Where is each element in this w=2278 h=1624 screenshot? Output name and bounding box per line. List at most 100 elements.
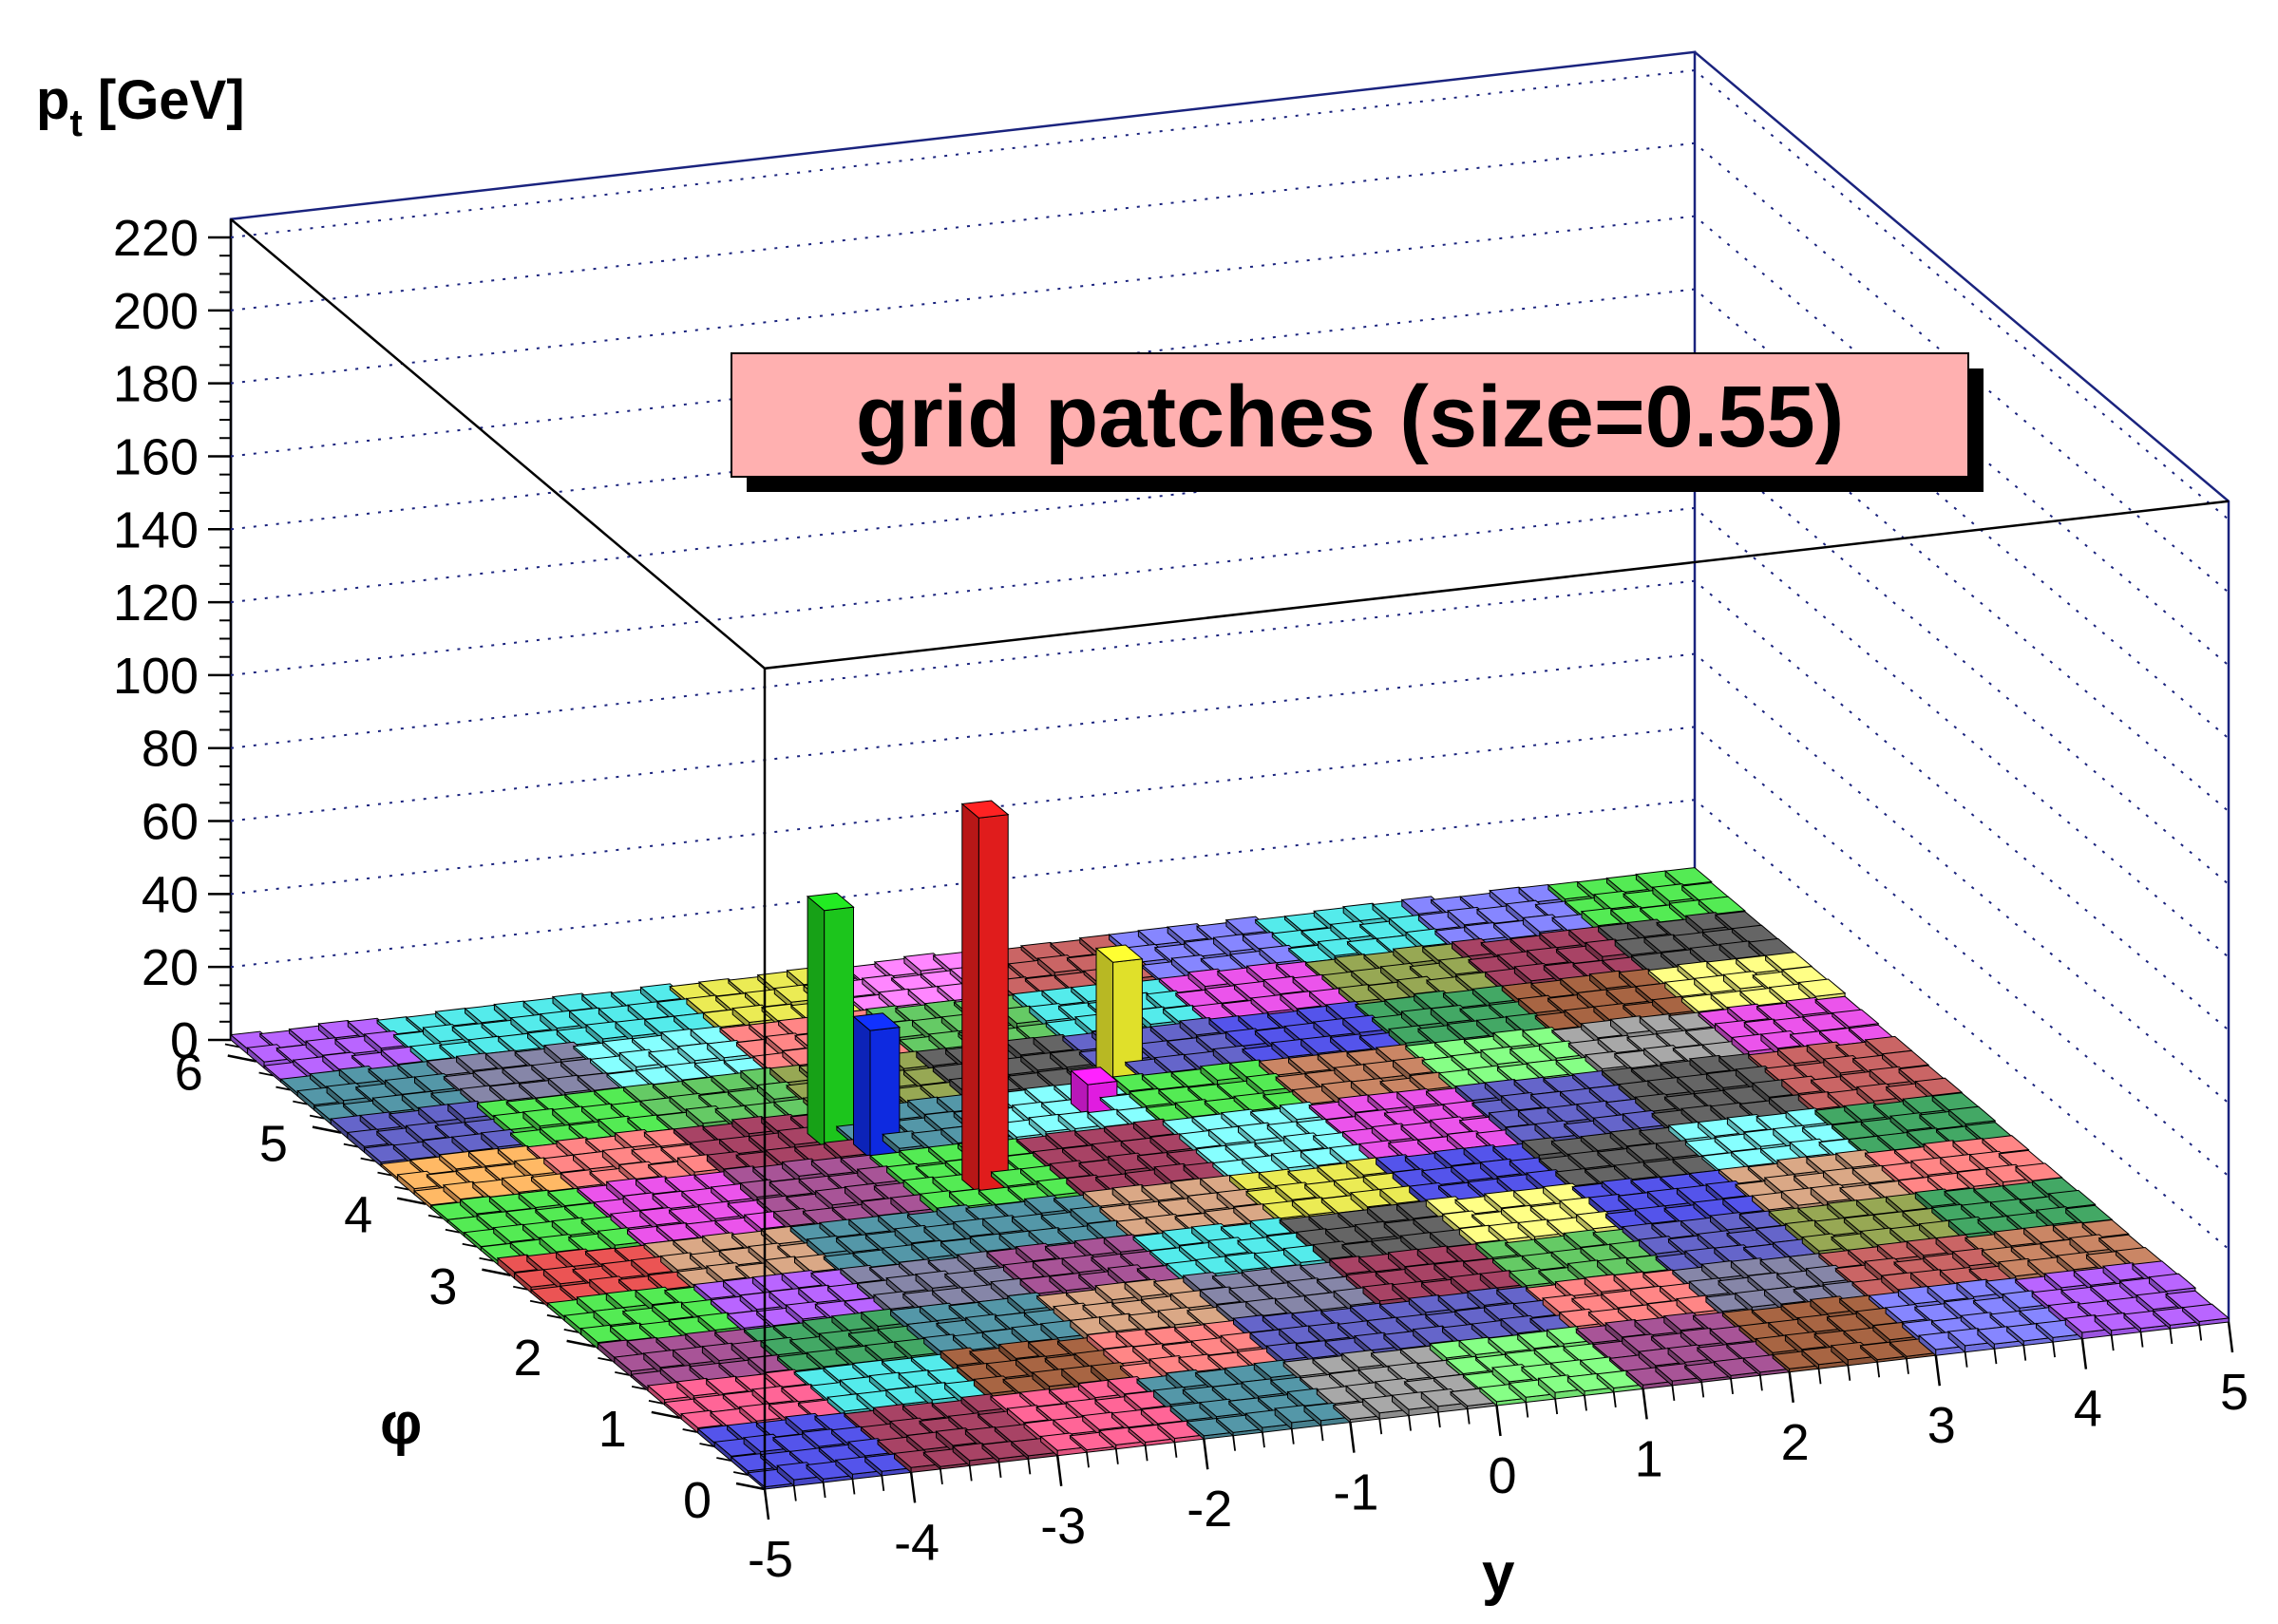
bar-top	[1651, 995, 1700, 1015]
bar-top	[1663, 867, 1713, 886]
bar-top	[1408, 1071, 1457, 1090]
grid-line	[230, 361, 2230, 813]
bar-top	[614, 1128, 663, 1148]
bar-top	[664, 1062, 713, 1081]
bar-top	[408, 1042, 458, 1062]
bar-side	[807, 895, 826, 1149]
bar-top	[915, 1048, 964, 1067]
grid-line	[230, 579, 2230, 1031]
lego-bar	[1797, 978, 1847, 1004]
bar-top	[1718, 940, 1767, 959]
bar-top	[1395, 1087, 1445, 1107]
bar-top	[1245, 1072, 1295, 1092]
bar-top	[480, 1128, 529, 1148]
grid-line	[230, 68, 2230, 520]
bar-top	[317, 1019, 367, 1039]
bar-top	[422, 1024, 471, 1043]
bar-top	[806, 892, 855, 912]
grid-line	[230, 652, 2230, 1105]
bar-top	[1479, 1046, 1528, 1066]
grid-line	[230, 142, 2230, 594]
bar-top	[1341, 1014, 1391, 1033]
bar-top	[1785, 996, 1834, 1016]
bar-top	[1036, 954, 1086, 973]
bar-top	[1212, 934, 1262, 953]
bar-top	[781, 1158, 830, 1177]
lego-bar	[1094, 944, 1144, 1085]
bar-top	[1392, 1056, 1441, 1075]
bar-top	[1430, 1004, 1478, 1024]
bar-top	[756, 1081, 806, 1100]
bar-top	[1526, 946, 1575, 966]
bar-top	[560, 1169, 608, 1188]
bar-top	[1028, 1003, 1077, 1022]
bar-top	[1329, 1033, 1378, 1052]
bar-top	[1639, 1013, 1687, 1032]
bar-top	[513, 1157, 562, 1176]
bar-top	[614, 1018, 663, 1037]
bar-top	[1056, 1110, 1106, 1130]
bar-top	[405, 1122, 454, 1141]
bar-top	[1831, 1009, 1880, 1028]
bar-top	[1400, 896, 1450, 915]
bar-top	[1446, 906, 1495, 926]
bar-top	[1538, 1040, 1587, 1059]
bar-top	[1049, 1048, 1098, 1068]
bar-top	[1609, 1015, 1659, 1034]
bar-top	[522, 1107, 571, 1127]
bar-top	[1387, 1025, 1436, 1044]
bar-top	[810, 1157, 860, 1176]
bar-top	[1404, 928, 1453, 947]
bar-top	[358, 1111, 408, 1130]
bar-top	[442, 1180, 491, 1200]
bar-top	[1338, 984, 1387, 1003]
bar-top	[1651, 883, 1700, 902]
lego-bar	[960, 800, 1010, 1195]
bar-top	[396, 1170, 446, 1190]
bar-top	[1726, 1003, 1775, 1023]
bar-top	[1186, 968, 1236, 988]
bar-side	[853, 1015, 871, 1160]
bar-front	[824, 906, 854, 1148]
bar-top	[1451, 937, 1500, 957]
bar-top	[576, 1072, 625, 1091]
bar-top	[882, 1130, 930, 1149]
bar-top	[1584, 1050, 1633, 1070]
bar-top	[1491, 1029, 1541, 1048]
bar-top	[1642, 1045, 1692, 1064]
bar-top	[1688, 1054, 1737, 1074]
bar-top	[706, 1039, 755, 1059]
bar-top	[484, 1049, 534, 1068]
bar-top	[246, 1044, 295, 1063]
bar-top	[547, 1074, 597, 1094]
bar-top	[685, 1105, 734, 1124]
bar-top	[1224, 916, 1274, 935]
bar-top	[325, 1082, 374, 1102]
bar-top	[1797, 978, 1847, 997]
bar-top	[1111, 1072, 1161, 1092]
lego-bar	[902, 953, 952, 978]
bar-top	[630, 1145, 679, 1165]
bar-top	[1044, 1129, 1093, 1149]
lego-bars	[229, 800, 2231, 1491]
bar-top	[635, 1176, 684, 1195]
bar-top	[1094, 944, 1144, 963]
bar-top	[852, 1012, 902, 1031]
bar-top	[1642, 934, 1692, 953]
bar-top	[618, 1048, 667, 1067]
bar-top	[542, 1041, 592, 1061]
bar-top	[765, 1032, 814, 1051]
bar-top	[338, 1065, 387, 1085]
bar-top	[1070, 1067, 1119, 1086]
bar-top	[1522, 914, 1571, 933]
grid-line	[230, 434, 2230, 885]
bar-top	[446, 1100, 496, 1120]
bar-top	[1722, 971, 1772, 990]
bar-top	[1178, 1016, 1227, 1036]
grid-line	[230, 288, 2230, 740]
bar-side	[961, 803, 979, 1195]
bar-top	[1237, 1012, 1286, 1031]
lego-bar	[852, 1012, 902, 1160]
bar-top	[517, 1189, 566, 1209]
